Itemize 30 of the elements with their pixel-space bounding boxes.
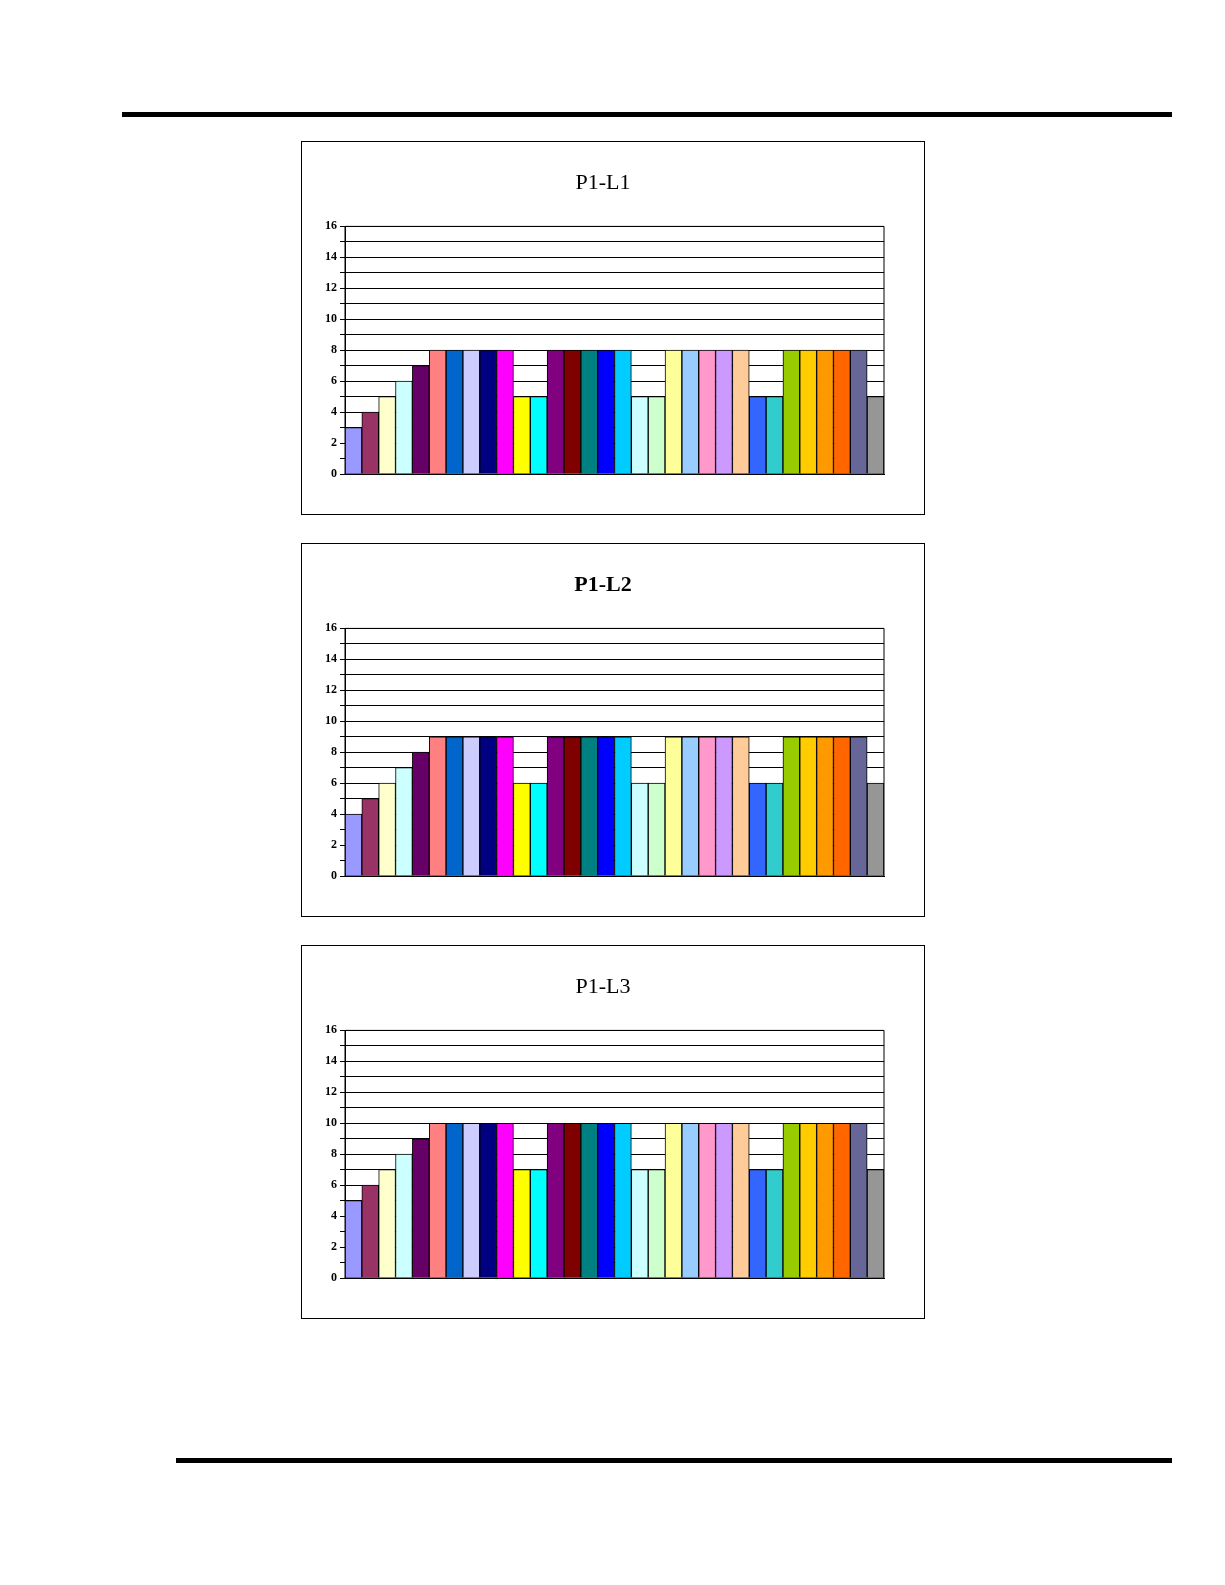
y-tick-label: 10 [324,713,337,728]
y-tick-label: 6 [330,775,337,790]
y-tick-label: 16 [324,1022,337,1037]
y-tick-label: 10 [324,311,337,326]
y-tick-label: 14 [324,651,337,666]
y-tick-label: 2 [330,837,337,852]
y-tick-label: 8 [330,744,337,759]
chart-title: P1-L2 [573,570,632,596]
y-tick-label: 2 [330,435,337,450]
y-tick-label: 8 [330,342,337,357]
y-tick-label: 10 [324,1115,337,1130]
y-tick-label: 12 [324,280,337,295]
y-tick-label: 14 [324,249,337,264]
chart-title: P1-L1 [575,168,630,194]
y-tick-label: 16 [324,620,337,635]
y-tick-label: 6 [330,1177,337,1192]
y-tick-label: 12 [324,1084,337,1099]
y-tick-label: 6 [330,373,337,388]
y-tick-label: 8 [330,1146,337,1161]
y-tick-label: 0 [330,1270,337,1285]
y-tick-label: 4 [330,404,337,419]
y-tick-label: 0 [330,868,337,883]
y-tick-label: 0 [330,466,337,481]
y-tick-label: 2 [330,1239,337,1254]
y-tick-label: 4 [330,1208,337,1223]
chart-title: P1-L3 [575,972,630,998]
y-tick-label: 4 [330,806,337,821]
y-tick-label: 16 [324,218,337,233]
y-tick-label: 12 [324,682,337,697]
y-tick-label: 14 [324,1053,337,1068]
